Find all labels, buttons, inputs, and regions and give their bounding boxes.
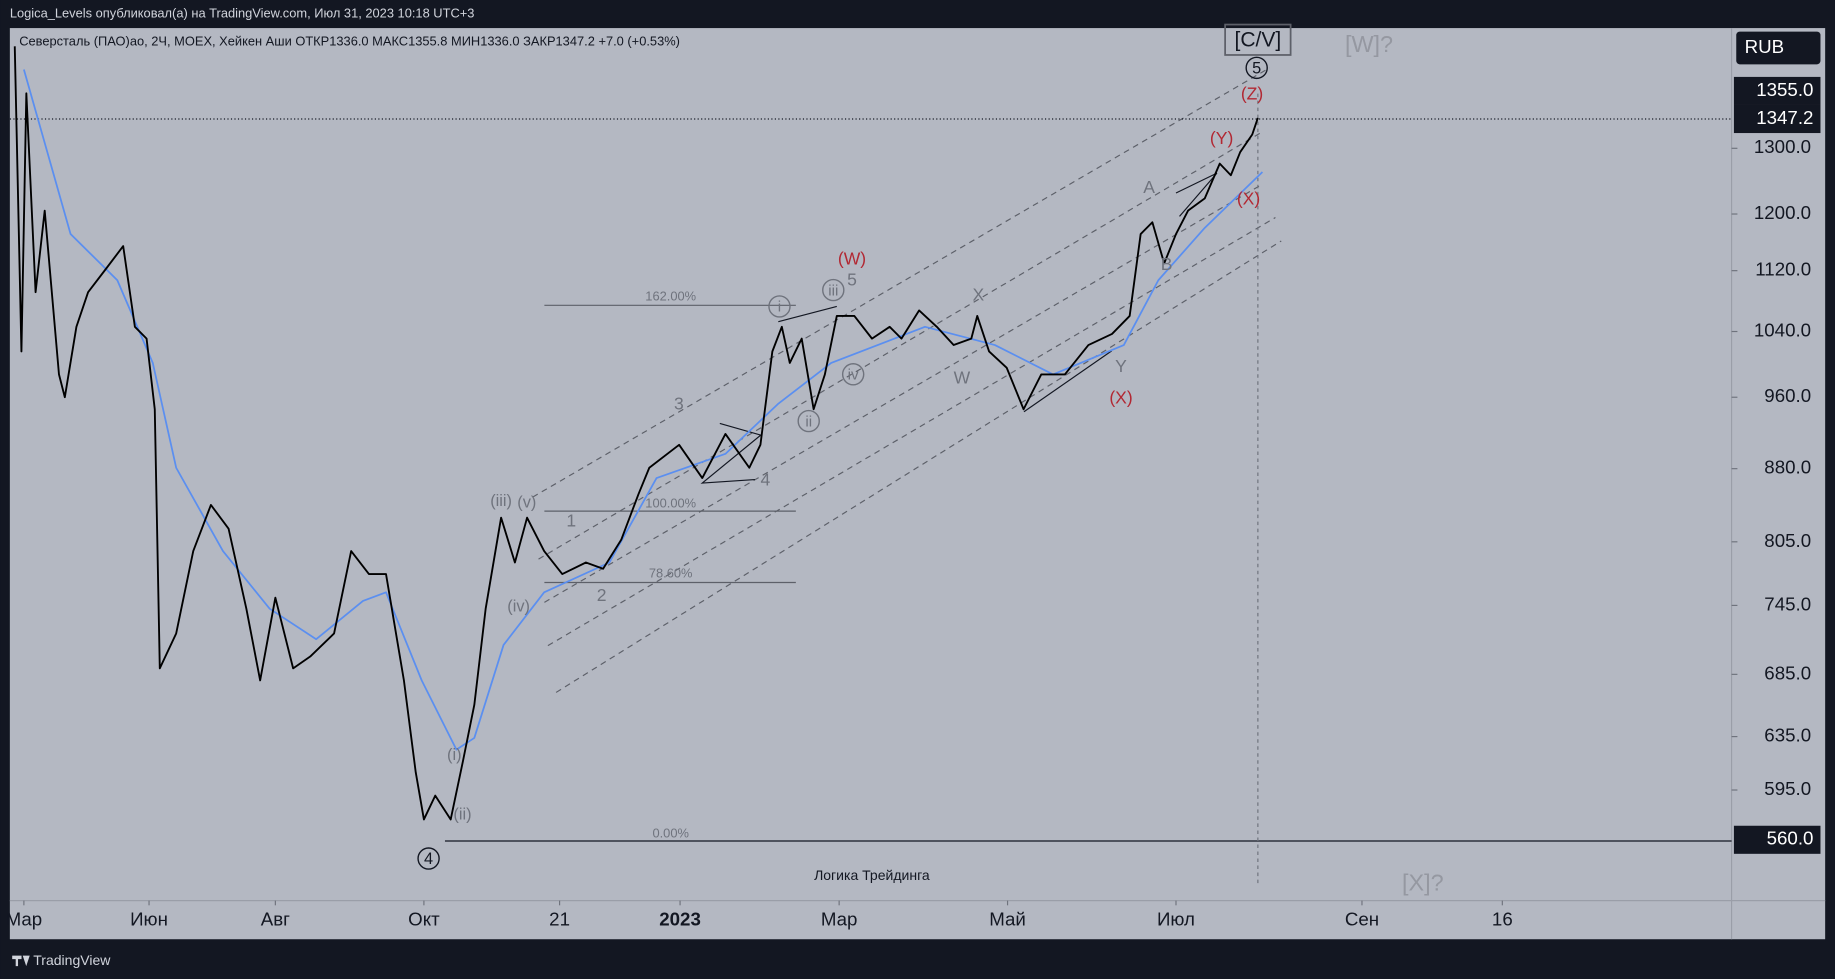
y-tick-label: 880.0 [1764,457,1811,478]
wave-label: 1 [566,510,576,530]
wave-label: [X]? [1402,869,1444,895]
wave-label: 2 [597,585,607,605]
y-tick-label: 1120.0 [1755,259,1811,280]
brand-logo [12,955,30,967]
wave-label: iv [848,366,859,383]
wave-label: Y [1115,356,1127,376]
currency-label[interactable]: RUB [1745,36,1785,57]
wave-label: W [954,368,971,388]
wave-label: i [778,299,781,316]
wave-label: [W]? [1345,31,1393,57]
x-tick-label: Июн [130,908,168,929]
y-tick-label: 1200.0 [1754,202,1811,223]
symbol-legend: Северсталь (ПАО)ао, 2Ч, MOEX, Хейкен Аши… [19,33,680,48]
wave-label: B [1161,254,1173,274]
y-tick-label: 960.0 [1764,385,1811,406]
wave-circle [417,847,440,870]
brand: TradingView [33,952,111,968]
fib-lines [544,304,796,584]
price-line [13,46,1259,821]
wave-label: (Y) [1210,128,1233,148]
wave-label: [C/V] [1234,29,1281,52]
wave-label: (iv) [507,597,530,615]
y-tick-label: 1355.0 [1756,79,1813,100]
wave-label: A [1143,177,1155,197]
wave-label: (X) [1237,189,1260,209]
x-tick-label: Сен [1345,908,1379,929]
x-tick-label: Мар [6,908,43,929]
x-tick-label: 16 [1492,908,1513,929]
moving-average [23,69,1264,751]
wave-label: (X) [1109,387,1132,407]
y-tick-label: 805.0 [1764,530,1811,551]
wave-label: 162.00% [645,288,696,303]
wave-label: (W) [838,248,866,268]
wave-circle [822,278,845,302]
published-note: Logica_Levels опубликовал(а) на TradingV… [10,5,475,20]
wave-label: 78.60% [649,566,693,581]
y-tick-label: 1300.0 [1754,136,1811,157]
price-badge [1733,76,1821,105]
wave-label: (ii) [453,806,471,824]
y-tick-label: 1040.0 [1754,319,1811,340]
x-tick-label: Авг [261,908,290,929]
wave-label: (v) [517,493,536,511]
y-tick-label: 745.0 [1764,593,1811,614]
x-tick-label: 2023 [659,908,701,929]
x-tick-label: Май [989,908,1026,929]
y-tick-label: 595.0 [1764,778,1811,799]
wave-label: (iii) [490,492,512,510]
x-tick-label: Мар [821,908,858,929]
x-tick-label: Июл [1157,908,1195,929]
channel-lines [532,67,1282,693]
x-tick-label: 21 [549,908,570,929]
wave-circle [768,295,791,318]
wave-label: (Z) [1241,83,1263,103]
current-price-label: 1347.2 [1756,107,1813,128]
y-tick-label: 560.0 [1767,828,1814,849]
wave-label: 4 [424,850,433,868]
wave-label: ii [805,413,812,430]
wave-label: 5 [847,269,857,289]
y-tick-label: 635.0 [1764,725,1811,746]
price-badge [1733,825,1821,854]
wave-circle [841,363,865,386]
wave-label: 100.00% [645,496,696,511]
currency-badge[interactable] [1736,31,1821,65]
y-tick-label: 685.0 [1764,662,1811,683]
current-price-badge [1733,104,1821,134]
pattern-lines [700,172,1218,484]
wave-label: 4 [761,469,771,489]
wave-label: 3 [674,393,684,413]
wave-box [1224,23,1292,56]
wave-label: 5 [1252,59,1261,77]
x-tick-label: Окт [408,908,440,929]
wave-label: 0.00% [652,825,688,840]
wave-label: iii [828,282,838,299]
wave-circle [1245,56,1268,80]
plot-background [9,28,1826,940]
watermark: Логика Трейдинга [814,867,930,883]
wave-label: (i) [447,746,462,764]
wave-circle [797,409,820,433]
wave-label: X [972,285,984,305]
